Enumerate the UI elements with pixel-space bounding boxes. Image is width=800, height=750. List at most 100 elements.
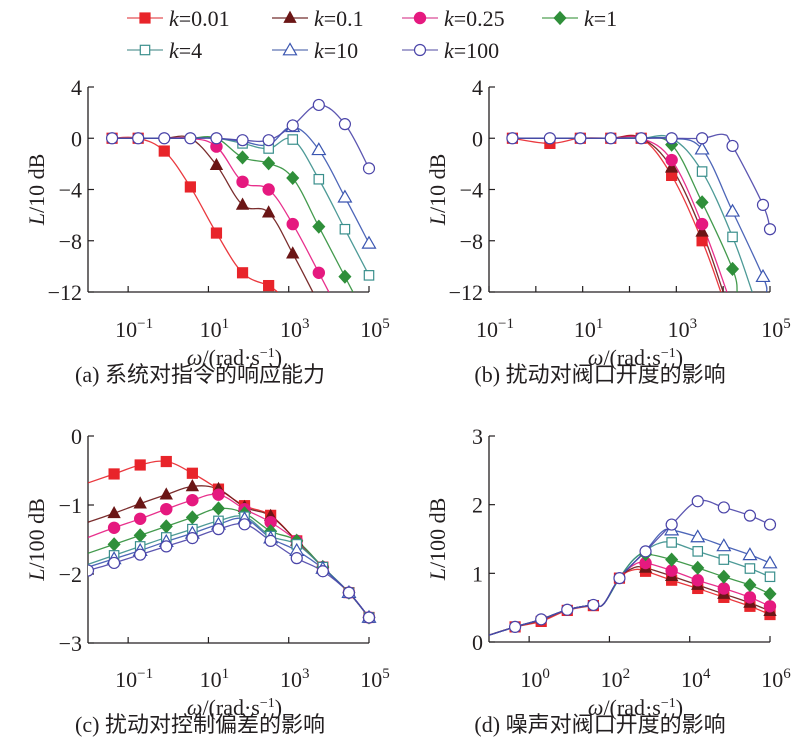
x-axis-label: ω/(rad·s−1): [588, 345, 683, 370]
series-line: [88, 485, 370, 618]
data-point-marker: [725, 261, 740, 277]
data-point-marker: [764, 571, 776, 583]
legend-entry: k=0.01: [127, 6, 230, 31]
plot-area: [506, 132, 777, 292]
data-point-marker: [263, 279, 275, 292]
y-label-unit: /100 dB: [24, 498, 49, 568]
x-label-var: ω: [187, 695, 203, 720]
data-point-marker: [262, 183, 275, 196]
legend-value: =4: [179, 38, 202, 63]
tick-exponent: 6: [783, 666, 791, 682]
x-tick-label: 103: [668, 316, 698, 342]
data-point-marker: [312, 219, 326, 234]
legend-var: k: [314, 38, 325, 63]
x-label-close: ): [275, 695, 282, 720]
series-k-0-01: [512, 134, 722, 292]
markers-k-100: [506, 132, 777, 236]
data-point-marker: [363, 270, 375, 281]
series-line: [112, 136, 330, 292]
x-label-unit: /(rad·s: [603, 695, 660, 720]
data-point-marker: [186, 467, 198, 479]
data-point-marker: [313, 173, 325, 185]
series-line: [489, 499, 771, 636]
markers-k-0-01: [108, 455, 375, 624]
data-point-marker: [727, 231, 738, 243]
legend-label: k=4: [169, 38, 202, 63]
data-point-marker: [717, 569, 731, 584]
legend-marker-icon: [413, 11, 427, 25]
x-tick-label: 103: [280, 316, 310, 342]
data-point-marker: [158, 145, 170, 157]
data-point-marker: [561, 603, 574, 616]
tick-exponent: 5: [382, 666, 390, 682]
data-point-marker: [574, 132, 587, 145]
y-tick-label: −8: [460, 229, 483, 254]
x-tick-label: 105: [761, 316, 791, 342]
tick-base: 10: [520, 667, 542, 692]
y-axis-label: L/100 dB: [425, 498, 450, 582]
data-point-marker: [236, 134, 249, 147]
markers-k-0-1: [664, 160, 709, 237]
markers-k-100: [508, 495, 777, 633]
data-point-marker: [312, 98, 325, 112]
tick-exponent: 2: [623, 666, 631, 682]
data-point-marker: [160, 540, 173, 553]
tick-base: 10: [115, 317, 137, 342]
legend-value: =10: [324, 38, 358, 63]
x-label-var: ω: [187, 345, 203, 370]
y-tick-label: 0: [472, 630, 483, 655]
data-point-marker: [132, 132, 145, 145]
y-tick-label: 2: [472, 493, 483, 518]
y-tick-label: −1: [59, 493, 82, 518]
data-point-marker: [639, 545, 652, 558]
data-point-marker: [212, 523, 225, 536]
data-point-marker: [262, 156, 276, 171]
tick-exponent: 1: [596, 316, 604, 332]
data-point-marker: [508, 620, 522, 633]
legend-var: k: [444, 6, 455, 31]
x-tick-label: 101: [200, 316, 230, 342]
series-k-0-25: [112, 136, 330, 292]
markers-k-1: [236, 150, 352, 284]
data-point-marker: [158, 132, 171, 145]
legend-marker-icon: [139, 12, 151, 24]
data-point-marker: [362, 162, 376, 175]
x-tick-label: 10−1: [115, 316, 153, 342]
data-point-marker: [763, 518, 777, 531]
data-point-marker: [337, 189, 353, 203]
x-label-var: ω: [588, 345, 604, 370]
y-label-var: L: [425, 213, 450, 226]
x-tick-label: 106: [761, 666, 791, 692]
y-label-unit: /10 dB: [24, 154, 49, 213]
data-point-marker: [695, 132, 709, 145]
tick-exponent: −1: [137, 316, 153, 332]
tick-base: 10: [574, 317, 596, 342]
y-label-unit: /10 dB: [425, 154, 450, 213]
legend-entry: k=100: [402, 38, 499, 63]
data-point-marker: [338, 118, 352, 131]
tick-exponent: −1: [498, 316, 514, 332]
data-point-marker: [235, 197, 250, 210]
data-point-marker: [88, 564, 95, 577]
tick-exponent: 0: [542, 666, 550, 682]
markers-k-4: [696, 166, 738, 243]
data-point-marker: [743, 509, 757, 522]
y-tick-label: −8: [59, 229, 82, 254]
y-tick-label: −4: [460, 178, 483, 203]
data-point-marker: [696, 235, 708, 247]
y-label-var: L: [24, 569, 49, 582]
legend-label: k=1: [584, 6, 617, 31]
data-point-marker: [210, 227, 223, 239]
data-point-marker: [724, 203, 741, 217]
data-point-marker: [236, 150, 250, 165]
data-point-marker: [238, 518, 251, 531]
x-label-exp: −1: [661, 696, 676, 711]
data-point-marker: [361, 235, 377, 249]
legend-marker-icon: [413, 43, 427, 57]
legend-marker-icon: [283, 10, 297, 23]
tick-base: 10: [681, 667, 703, 692]
data-point-marker: [338, 269, 352, 284]
legend-var: k: [444, 38, 455, 63]
x-tick-label: 104: [681, 666, 711, 692]
tick-base: 10: [601, 667, 623, 692]
